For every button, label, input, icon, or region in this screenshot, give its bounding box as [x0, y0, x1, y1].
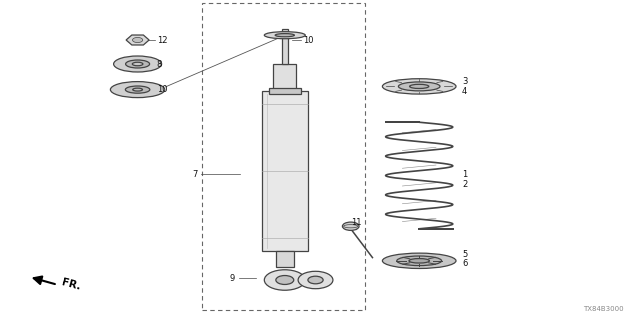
Ellipse shape — [125, 60, 150, 68]
Bar — [273, 64, 296, 90]
Circle shape — [308, 276, 323, 284]
Ellipse shape — [398, 82, 440, 91]
Text: 9: 9 — [229, 274, 234, 283]
Bar — [262, 91, 308, 251]
Text: 7: 7 — [192, 170, 197, 179]
Ellipse shape — [409, 259, 429, 263]
Ellipse shape — [132, 88, 143, 91]
Ellipse shape — [114, 56, 161, 72]
Ellipse shape — [275, 34, 294, 37]
Bar — [269, 88, 301, 94]
Text: 6: 6 — [462, 260, 467, 268]
Text: 5: 5 — [462, 250, 467, 259]
Text: 4: 4 — [462, 87, 467, 96]
Ellipse shape — [132, 62, 143, 66]
Ellipse shape — [397, 256, 442, 266]
Text: 3: 3 — [462, 77, 467, 86]
Text: 1: 1 — [462, 170, 467, 179]
Text: 10: 10 — [157, 85, 167, 94]
Ellipse shape — [410, 84, 429, 89]
Text: 2: 2 — [462, 180, 467, 188]
Ellipse shape — [110, 82, 165, 98]
Circle shape — [342, 222, 359, 230]
Ellipse shape — [125, 86, 150, 93]
Text: 12: 12 — [157, 36, 167, 44]
Text: 11: 11 — [351, 218, 361, 227]
Text: FR.: FR. — [61, 277, 82, 292]
Bar — [202, 3, 365, 310]
Circle shape — [276, 276, 294, 284]
Circle shape — [132, 37, 143, 43]
Text: 10: 10 — [303, 36, 313, 44]
Bar — [282, 29, 288, 64]
Ellipse shape — [264, 32, 305, 39]
Bar — [276, 251, 294, 267]
Text: TX84B3000: TX84B3000 — [584, 306, 624, 312]
Text: 8: 8 — [157, 60, 162, 68]
Ellipse shape — [383, 79, 456, 94]
Circle shape — [298, 271, 333, 289]
Circle shape — [264, 270, 305, 290]
Ellipse shape — [383, 253, 456, 268]
